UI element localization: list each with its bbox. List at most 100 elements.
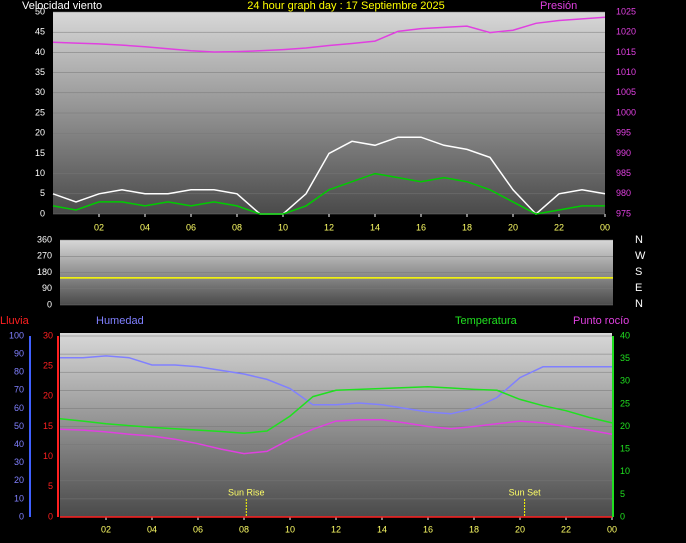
compass-label: W xyxy=(635,250,646,262)
compass-label: N xyxy=(635,298,643,310)
y-tick-label: 80 xyxy=(14,367,24,377)
y3-tick-label: 15 xyxy=(43,421,53,431)
y2-tick-label: 1020 xyxy=(616,27,636,37)
y-tick-label: 10 xyxy=(14,493,24,503)
x-tick-label: 02 xyxy=(94,222,104,232)
y-tick-label: 270 xyxy=(37,251,52,261)
y-tick-label: 360 xyxy=(37,234,52,244)
y2-tick-label: 30 xyxy=(620,376,630,386)
y2-tick-label: 10 xyxy=(620,466,630,476)
pressure-label: Presión xyxy=(540,0,577,12)
y2-tick-label: 985 xyxy=(616,168,631,178)
y2-tick-label: 35 xyxy=(620,353,630,363)
series-line xyxy=(52,16,606,53)
x-tick-label: 06 xyxy=(193,524,203,534)
y2-tick-label: 975 xyxy=(616,208,631,218)
y-tick-label: 180 xyxy=(37,267,52,277)
y-tick-label: 60 xyxy=(14,403,24,413)
x-tick-label: 22 xyxy=(561,524,571,534)
annotation: Sun Rise xyxy=(228,487,265,497)
x-tick-label: 02 xyxy=(101,524,111,534)
series-line xyxy=(59,418,613,455)
y-tick-label: 25 xyxy=(35,107,45,117)
y3-tick-label: 25 xyxy=(43,361,53,371)
x-tick-label: 08 xyxy=(232,222,242,232)
x-tick-label: 14 xyxy=(370,222,380,232)
series-line xyxy=(59,385,613,435)
x-tick-label: 16 xyxy=(423,524,433,534)
y-tick-label: 0 xyxy=(47,299,52,309)
y3-tick-label: 0 xyxy=(48,511,53,521)
x-tick-label: 10 xyxy=(285,524,295,534)
series-line xyxy=(52,136,606,216)
y-tick-label: 15 xyxy=(35,148,45,158)
y2-tick-label: 40 xyxy=(620,330,630,340)
y3-tick-label: 30 xyxy=(43,330,53,340)
x-tick-label: 00 xyxy=(607,524,617,534)
wind-label: Velocidad viento xyxy=(22,0,102,12)
series-line xyxy=(60,355,612,415)
y-tick-label: 0 xyxy=(19,511,24,521)
y2-tick-label: 1025 xyxy=(616,6,636,16)
y2-tick-label: 15 xyxy=(620,444,630,454)
y2-tick-label: 0 xyxy=(620,511,625,521)
y-tick-label: 30 xyxy=(35,87,45,97)
annotation: Sun Set xyxy=(509,487,542,497)
x-tick-label: 22 xyxy=(554,222,564,232)
y-tick-label: 70 xyxy=(14,385,24,395)
y3-tick-label: 10 xyxy=(43,451,53,461)
x-tick-label: 16 xyxy=(416,222,426,232)
y3-tick-label: 20 xyxy=(43,391,53,401)
chart-title: 24 hour graph day : 17 Septiembre 2025 xyxy=(247,0,445,12)
series-line xyxy=(52,172,605,215)
y2-tick-label: 1005 xyxy=(616,87,636,97)
x-tick-label: 06 xyxy=(186,222,196,232)
x-tick-label: 04 xyxy=(140,222,150,232)
x-tick-label: 18 xyxy=(469,524,479,534)
x-tick-label: 20 xyxy=(515,524,525,534)
y-tick-label: 50 xyxy=(14,421,24,431)
y2-tick-label: 980 xyxy=(616,188,631,198)
y-tick-label: 40 xyxy=(14,439,24,449)
x-tick-label: 12 xyxy=(324,222,334,232)
y-tick-label: 5 xyxy=(40,188,45,198)
y-tick-label: 0 xyxy=(40,208,45,218)
y2-tick-label: 1000 xyxy=(616,107,636,117)
compass-label: E xyxy=(635,282,642,294)
x-tick-label: 18 xyxy=(462,222,472,232)
y-tick-label: 40 xyxy=(35,47,45,57)
y-tick-label: 20 xyxy=(14,475,24,485)
y2-tick-label: 20 xyxy=(620,421,630,431)
y2-tick-label: 990 xyxy=(616,148,631,158)
y2-tick-label: 995 xyxy=(616,128,631,138)
compass-label: S xyxy=(635,266,642,278)
y2-tick-label: 5 xyxy=(620,489,625,499)
x-tick-label: 20 xyxy=(508,222,518,232)
x-tick-label: 12 xyxy=(331,524,341,534)
y-tick-label: 90 xyxy=(14,348,24,358)
x-tick-label: 10 xyxy=(278,222,288,232)
y-tick-label: 90 xyxy=(42,283,52,293)
humidity-label: Humedad xyxy=(96,315,144,327)
y-tick-label: 30 xyxy=(14,457,24,467)
temperature-label: Temperatura xyxy=(455,315,518,327)
x-tick-label: 08 xyxy=(239,524,249,534)
y-tick-label: 45 xyxy=(35,27,45,37)
x-tick-label: 04 xyxy=(147,524,157,534)
y-tick-label: 20 xyxy=(35,128,45,138)
y3-tick-label: 5 xyxy=(48,481,53,491)
y-tick-label: 10 xyxy=(35,168,45,178)
compass-label: N xyxy=(635,234,643,246)
y-tick-label: 50 xyxy=(35,6,45,16)
y-tick-label: 35 xyxy=(35,67,45,77)
x-tick-label: 00 xyxy=(600,222,610,232)
dewpoint-label: Punto rocío xyxy=(573,315,629,327)
y2-tick-label: 1015 xyxy=(616,47,636,57)
y-tick-label: 100 xyxy=(9,330,24,340)
x-tick-label: 14 xyxy=(377,524,387,534)
y2-tick-label: 1010 xyxy=(616,67,636,77)
rain-label: Lluvia xyxy=(0,315,30,327)
climate-plot-area xyxy=(60,333,612,517)
y2-tick-label: 25 xyxy=(620,398,630,408)
